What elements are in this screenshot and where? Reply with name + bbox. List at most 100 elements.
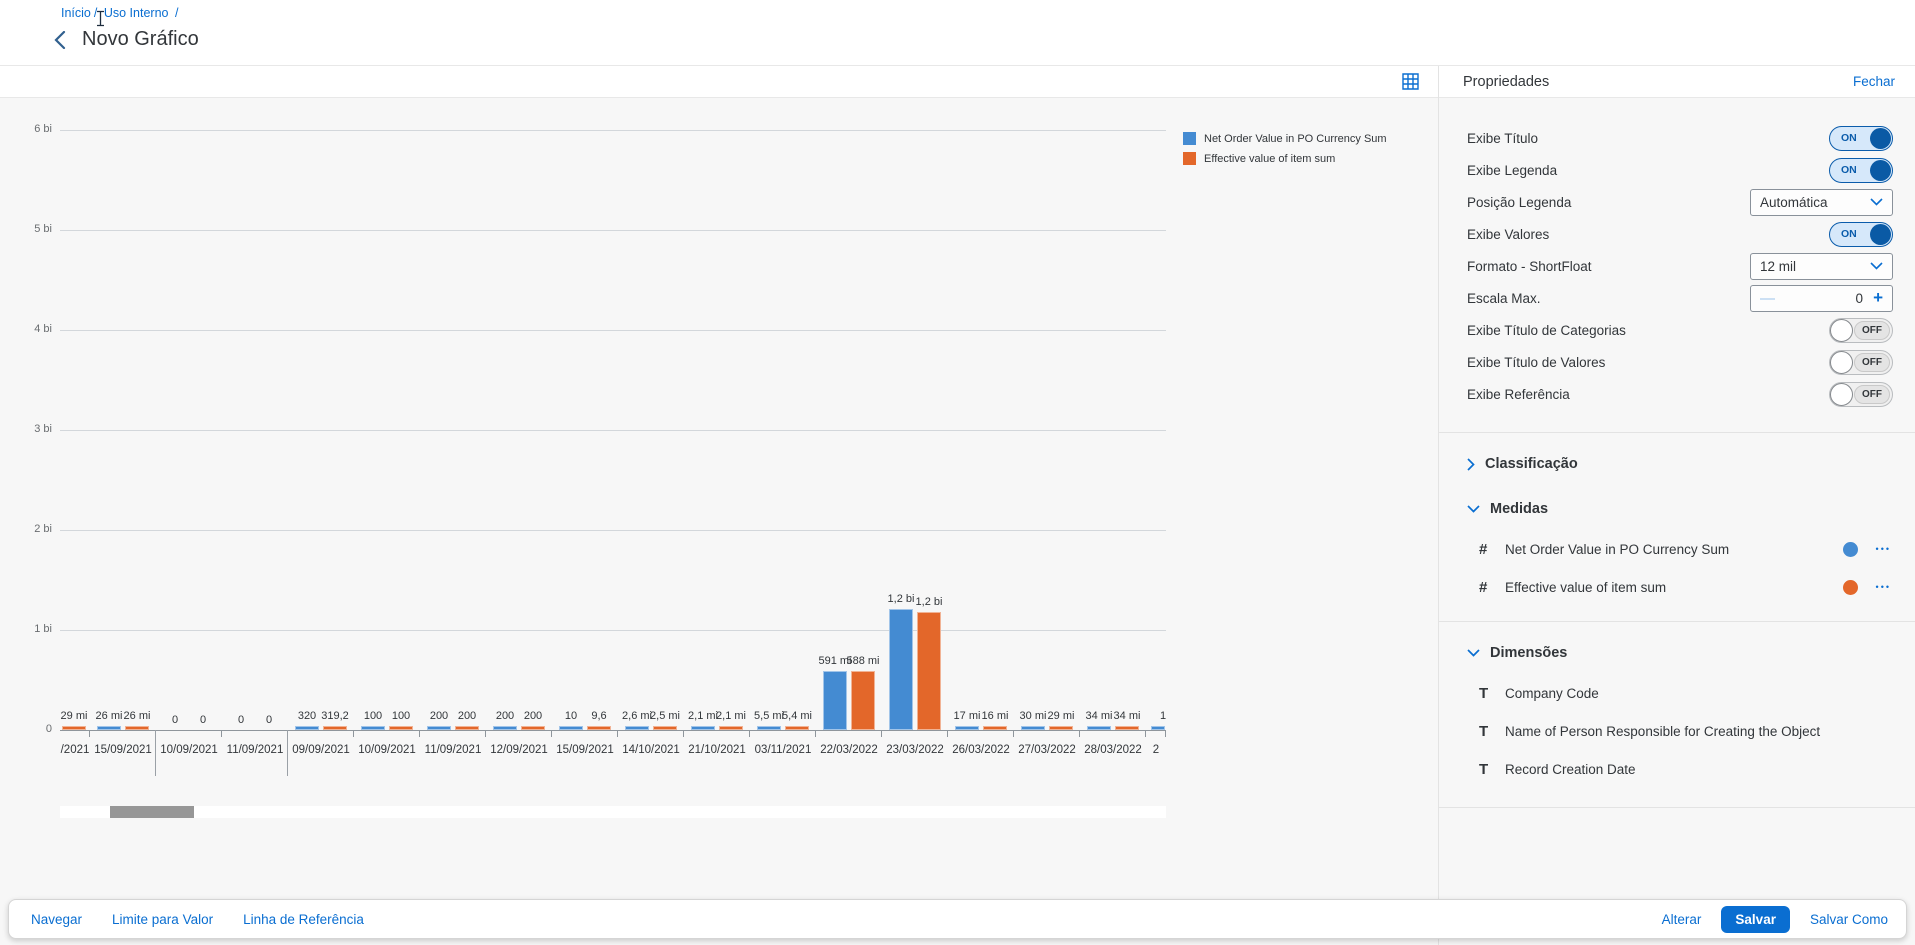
panel-item[interactable]: T Record Creation Date [1479, 757, 1893, 781]
bar-value-label: 1 [1159, 710, 1167, 722]
bar-orange[interactable] [587, 726, 611, 730]
bar-blue[interactable] [361, 726, 385, 730]
chart-toolbar [0, 66, 1438, 98]
bar-blue[interactable] [493, 726, 517, 730]
bar-blue[interactable] [427, 726, 451, 730]
bar-orange[interactable] [785, 726, 809, 730]
breadcrumb-link-inicio[interactable]: Início [61, 6, 91, 20]
bar-blue[interactable] [559, 726, 583, 730]
stepper-escala-max: — 0 + [1750, 284, 1893, 312]
alterar-button[interactable]: Alterar [1661, 911, 1702, 927]
stepper-increment-button[interactable]: + [1873, 288, 1883, 307]
scrollbar-thumb[interactable] [110, 806, 194, 818]
legend-entry: Net Order Value in PO Currency Sum [1183, 132, 1387, 145]
bar-value-label: 5,5 mi [754, 710, 784, 722]
toggle-exibe-titulo-categorias[interactable]: OFF [1829, 317, 1893, 343]
bar-orange[interactable] [719, 726, 743, 730]
section-header-2[interactable]: Medidas [1467, 495, 1893, 523]
overflow-menu-icon[interactable]: ••• [1875, 582, 1891, 592]
bar-blue[interactable] [823, 671, 847, 730]
breadcrumb-link-uso-interno[interactable]: Uso Interno [103, 6, 169, 20]
back-button[interactable] [50, 30, 70, 50]
stepper-value[interactable]: 0 [1855, 290, 1864, 306]
limite-para-valor-button[interactable]: Limite para Valor [112, 911, 214, 927]
toggle-exibe-valores[interactable]: ON [1829, 221, 1893, 247]
gridline [60, 530, 1166, 531]
panel-item[interactable]: T Company Code [1479, 681, 1893, 705]
properties-panel: Propriedades Fechar Exibe Título ON Exib… [1438, 66, 1915, 945]
toggle-exibe-titulo[interactable]: ON [1829, 125, 1893, 151]
category-28-03-2022: 34 mi 34 mi 28/03/2022 [1080, 130, 1146, 756]
linha-de-referencia-button[interactable]: Linha de Referência [243, 911, 364, 927]
category-09-09-2021: 320 319,2 09/09/2021 [288, 130, 354, 756]
category-group-separator [155, 730, 156, 776]
x-axis-tick [89, 731, 90, 737]
category-14-10-2021: 2,6 mi 2,5 mi 14/10/2021 [618, 130, 684, 756]
toggle-knob [1830, 318, 1853, 342]
stepper-decrement-button[interactable]: — [1760, 289, 1775, 307]
select-posicao-legenda[interactable]: Automática [1750, 188, 1893, 216]
select-formato[interactable]: 12 mil [1750, 252, 1893, 280]
bar-blue[interactable] [625, 726, 649, 730]
x-axis-tick [881, 731, 882, 737]
x-axis-category-label: 10/09/2021 [358, 744, 416, 756]
bar-orange[interactable] [389, 726, 413, 730]
bar-orange[interactable] [653, 726, 677, 730]
section-divider [1439, 621, 1915, 622]
select-value: Automática [1760, 194, 1828, 210]
bar-orange[interactable] [521, 726, 545, 730]
legend-label: Effective value of item sum [1204, 152, 1336, 165]
panel-item[interactable]: # Effective value of item sum ••• [1479, 575, 1893, 599]
bar-orange[interactable] [455, 726, 479, 730]
section-label: Dimensões [1490, 645, 1568, 661]
panel-header: Propriedades Fechar [1439, 66, 1915, 98]
bar-orange[interactable] [323, 726, 347, 730]
bar-orange[interactable] [851, 671, 875, 730]
bar-orange[interactable] [917, 612, 941, 730]
chevron-down-icon [1467, 649, 1480, 657]
bar-blue[interactable] [889, 609, 913, 730]
toggle-exibe-legenda[interactable]: ON [1829, 157, 1893, 183]
x-axis-tick [1013, 731, 1014, 737]
x-axis-tick [1079, 731, 1080, 737]
prop-label: Formato - ShortFloat [1467, 258, 1592, 274]
section-header-1[interactable]: Classificação [1467, 450, 1893, 478]
bar-orange[interactable] [62, 726, 86, 730]
bar-orange[interactable] [1115, 726, 1139, 730]
navegar-button[interactable]: Navegar [31, 911, 83, 927]
bar-blue[interactable] [691, 726, 715, 730]
salvar-button[interactable]: Salvar [1721, 905, 1790, 933]
bar-value-label: 29 mi [60, 710, 88, 722]
legend-entry: Effective value of item sum [1183, 152, 1387, 165]
toggle-exibe-titulo-valores[interactable]: OFF [1829, 349, 1893, 375]
toggle-exibe-referencia[interactable]: OFF [1829, 381, 1893, 407]
bar-orange[interactable] [125, 726, 149, 730]
bar-value-label: 2,1 mi [716, 710, 746, 722]
bar-blue[interactable] [1021, 726, 1045, 730]
section-header-3[interactable]: Dimensões [1467, 639, 1893, 667]
chart-horizontal-scrollbar[interactable] [60, 806, 1166, 818]
x-axis-category-label: 27/03/2022 [1018, 744, 1076, 756]
salvar-como-button[interactable]: Salvar Como [1809, 911, 1888, 927]
bar-blue[interactable] [757, 726, 781, 730]
panel-item[interactable]: # Net Order Value in PO Currency Sum ••• [1479, 537, 1893, 561]
bar-blue[interactable] [295, 726, 319, 730]
chevron-down-icon [1870, 198, 1883, 206]
close-panel-link[interactable]: Fechar [1852, 74, 1895, 89]
bar-blue[interactable] [955, 726, 979, 730]
bar-blue[interactable] [1087, 726, 1111, 730]
x-axis-tick [485, 731, 486, 737]
x-axis-category-label: 22/03/2022 [820, 744, 878, 756]
bar-blue[interactable] [1151, 726, 1165, 730]
bar-value-label: 30 mi [1019, 710, 1047, 722]
bar-blue[interactable] [97, 726, 121, 730]
bar-orange[interactable] [983, 726, 1007, 730]
overflow-menu-icon[interactable]: ••• [1875, 544, 1891, 554]
category-11-09-2021: 200 200 11/09/2021 [420, 130, 486, 756]
table-view-icon[interactable] [1398, 70, 1422, 94]
category-21-10-2021: 2,1 mi 2,1 mi 21/10/2021 [684, 130, 750, 756]
page-title: Novo Gráfico [82, 28, 199, 50]
bar-orange[interactable] [1049, 726, 1073, 730]
gridline [60, 130, 1166, 131]
panel-item[interactable]: T Name of Person Responsible for Creating… [1479, 719, 1893, 743]
